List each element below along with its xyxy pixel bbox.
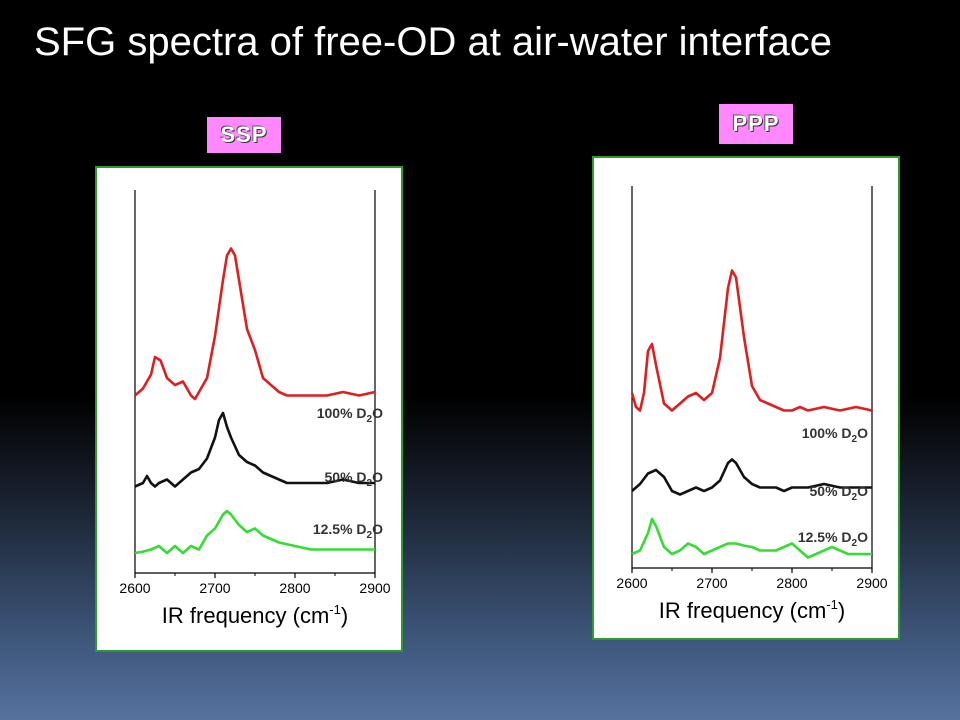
- ppp-badge: PPP: [719, 104, 793, 144]
- ssp-badge: SSP: [207, 117, 281, 153]
- ssp-chart-panel: 2600 2700 2800 2900 IR frequency (cm-1) 100% …: [95, 166, 403, 652]
- ppp-series-label-0: 100% D2O: [802, 425, 868, 445]
- ppp-series-line-2: [631, 517, 872, 559]
- slide-title: SFG spectra of free-OD at air-water inte…: [34, 20, 833, 64]
- ppp-x-tick-label: 2900: [856, 575, 887, 591]
- ssp-x-tick-label: 2700: [199, 580, 230, 596]
- ssp-x-tick-label: 2600: [119, 580, 150, 596]
- ssp-chart: 2600 2700 2800 2900 IR frequency (cm-1) 100% …: [119, 190, 391, 628]
- ppp-series-line-1: [631, 458, 872, 496]
- ppp-x-tick-label: 2700: [696, 575, 727, 591]
- ppp-series-line-0: [630, 269, 873, 412]
- ssp-x-axis-label: IR frequency (cm-1): [162, 602, 348, 628]
- ppp-x-tick-label: 2800: [776, 575, 807, 591]
- ppp-x-axis-label: IR frequency (cm-1): [659, 597, 845, 623]
- ssp-series-line-0: [134, 247, 376, 401]
- ppp-chart: 2600 2700 2800 2900 IR frequency (cm-1) 100% …: [616, 186, 888, 623]
- ssp-series-label-0: 100% D2O: [317, 405, 383, 425]
- ssp-x-tick-label: 2800: [279, 580, 310, 596]
- ppp-series-label-2: 12.5% D2O: [798, 529, 868, 549]
- ssp-series-label-1: 50% D2O: [325, 469, 384, 489]
- ppp-x-tick-label: 2600: [616, 575, 647, 591]
- ssp-series-line-2: [134, 509, 375, 555]
- ssp-series-label-2: 12.5% D2O: [313, 521, 383, 541]
- ppp-chart-panel: 2600 2700 2800 2900 IR frequency (cm-1) 100% …: [592, 156, 900, 640]
- ssp-x-tick-label: 2900: [359, 580, 390, 596]
- ppp-series-label-1: 50% D2O: [810, 483, 869, 503]
- ssp-series-line-1: [134, 411, 375, 488]
